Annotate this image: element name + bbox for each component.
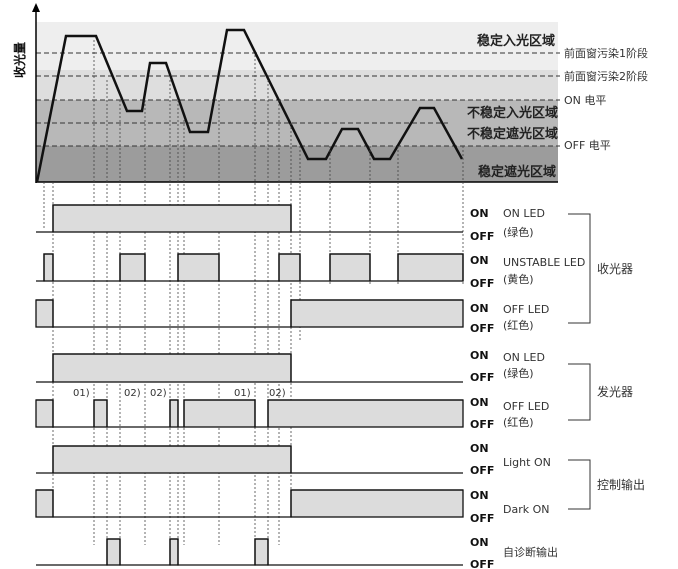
signal-sublabel: (绿色) [503,366,534,380]
on-label: ON [470,536,489,549]
rx-unstable-pulse [329,253,371,282]
signal-label: OFF LED [503,400,549,413]
rx-off-led-high [290,299,464,328]
zone-dirt-band [36,70,558,100]
on-label: ON [470,254,489,267]
group-label-receiver: 收光器 [597,262,633,276]
zone-label-unstable-dark: 不稳定遮光区域 [467,126,558,142]
tx-off-led-high [267,399,464,428]
signal-label: UNSTABLE LED [503,256,585,269]
on-label: ON [470,396,489,409]
off-label: OFF [470,558,494,569]
signal-sublabel: (黄色) [503,272,534,286]
off-label: OFF [470,230,494,243]
tx-off-led-high [35,399,54,428]
off-label: OFF [470,277,494,290]
off-label: OFF [470,512,494,525]
zone-label-unstable-light: 不稳定入光区域 [467,105,558,121]
tx-on-led-high [52,353,292,383]
y-axis-label: 收光量 [12,42,27,78]
level-label-dirt2: 前面窗污染2阶段 [564,69,648,83]
level-label-off: OFF 电平 [564,139,611,152]
dark-on-high [35,489,54,518]
on-label: ON [470,489,489,502]
off-label: OFF [470,464,494,477]
note-marker: 01) [73,388,90,399]
signal-label: ON LED [503,351,545,364]
level-label-dirt1: 前面窗污染1阶段 [564,46,648,60]
on-label: ON [470,442,489,455]
rx-off-led-high [35,299,54,328]
signal-label: 自诊断输出 [503,545,558,559]
level-lines [36,52,560,147]
signal-label: OFF LED [503,303,549,316]
dark-on-high [290,489,464,518]
signal-label: ON LED [503,207,545,220]
zone-stable-dark-band [36,146,558,182]
on-off-labels: ON OFF ON OFF ON OFF ON OFF ON OFF ON OF… [470,207,494,569]
group-label-control: 控制输出 [597,477,645,492]
y-axis-arrow [32,3,40,12]
signal-sublabel: (红色) [503,318,534,332]
zone-label-stable-light: 稳定入光区域 [477,33,555,49]
off-label: OFF [470,371,494,384]
rx-unstable-pulse [177,253,220,282]
light-on-high [52,445,292,474]
off-label: OFF [470,322,494,335]
on-label: ON [470,207,489,220]
group-label-emitter: 发光器 [597,384,633,399]
note-marker: 01) [234,388,251,399]
note-marker: 02) [269,388,286,399]
group-brackets [568,213,591,510]
on-label: ON [470,302,489,315]
level-label-on: ON 电平 [564,94,606,107]
zone-stable-light-band [36,22,558,70]
rx-unstable-pulse [278,253,301,282]
rx-unstable-pulse [43,253,54,282]
rx-unstable-pulse [119,253,146,282]
signal-sublabel: (红色) [503,415,534,429]
note-marker: 02) [150,388,167,399]
signal-traces [35,204,464,566]
diag-pulse [106,538,121,566]
diag-pulse [169,538,179,566]
received-light-waveform [35,28,464,183]
note-marker: 02) [124,388,141,399]
rx-on-led-high [52,204,292,233]
on-label: ON [470,349,489,362]
rx-unstable-pulse [397,253,464,282]
tx-off-led-high [183,399,256,428]
tx-off-led-high [93,399,108,428]
signal-label: Dark ON [503,503,550,516]
off-label: OFF [470,418,494,431]
tx-off-led-high [169,399,179,428]
zone-label-stable-dark: 稳定遮光区域 [478,164,556,180]
signal-label: Light ON [503,456,551,469]
signal-sublabel: (绿色) [503,225,534,239]
diag-pulse [254,538,269,566]
